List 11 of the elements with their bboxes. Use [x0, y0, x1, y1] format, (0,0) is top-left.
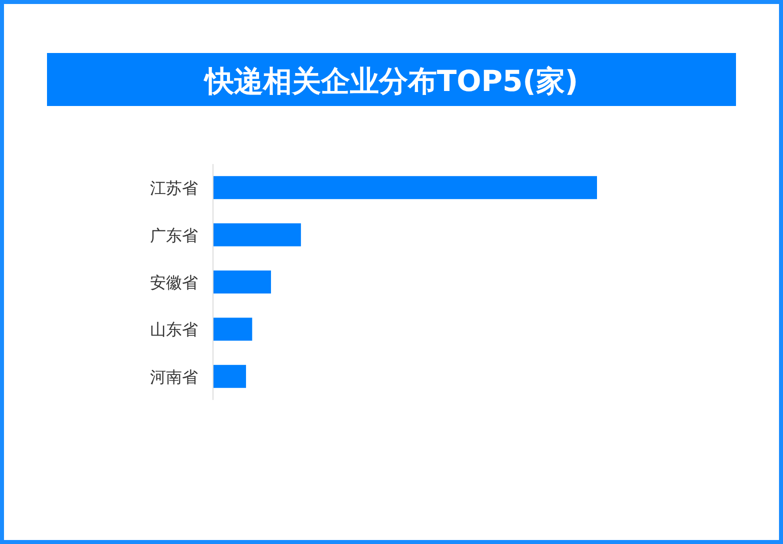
- bar: [213, 223, 301, 246]
- bar: [213, 270, 271, 294]
- y-tick-label: 江苏省: [150, 178, 198, 198]
- bar: [213, 364, 246, 388]
- y-tick-label: 河南省: [150, 367, 198, 386]
- y-tick-label: 山东省: [150, 320, 198, 340]
- y-tick-label: 广东省: [150, 226, 198, 245]
- bar: [213, 176, 597, 200]
- chart-title: 快递相关企业分布TOP5(家): [202, 64, 578, 98]
- bar: [213, 318, 252, 341]
- y-tick-label: 安徽省: [150, 273, 198, 292]
